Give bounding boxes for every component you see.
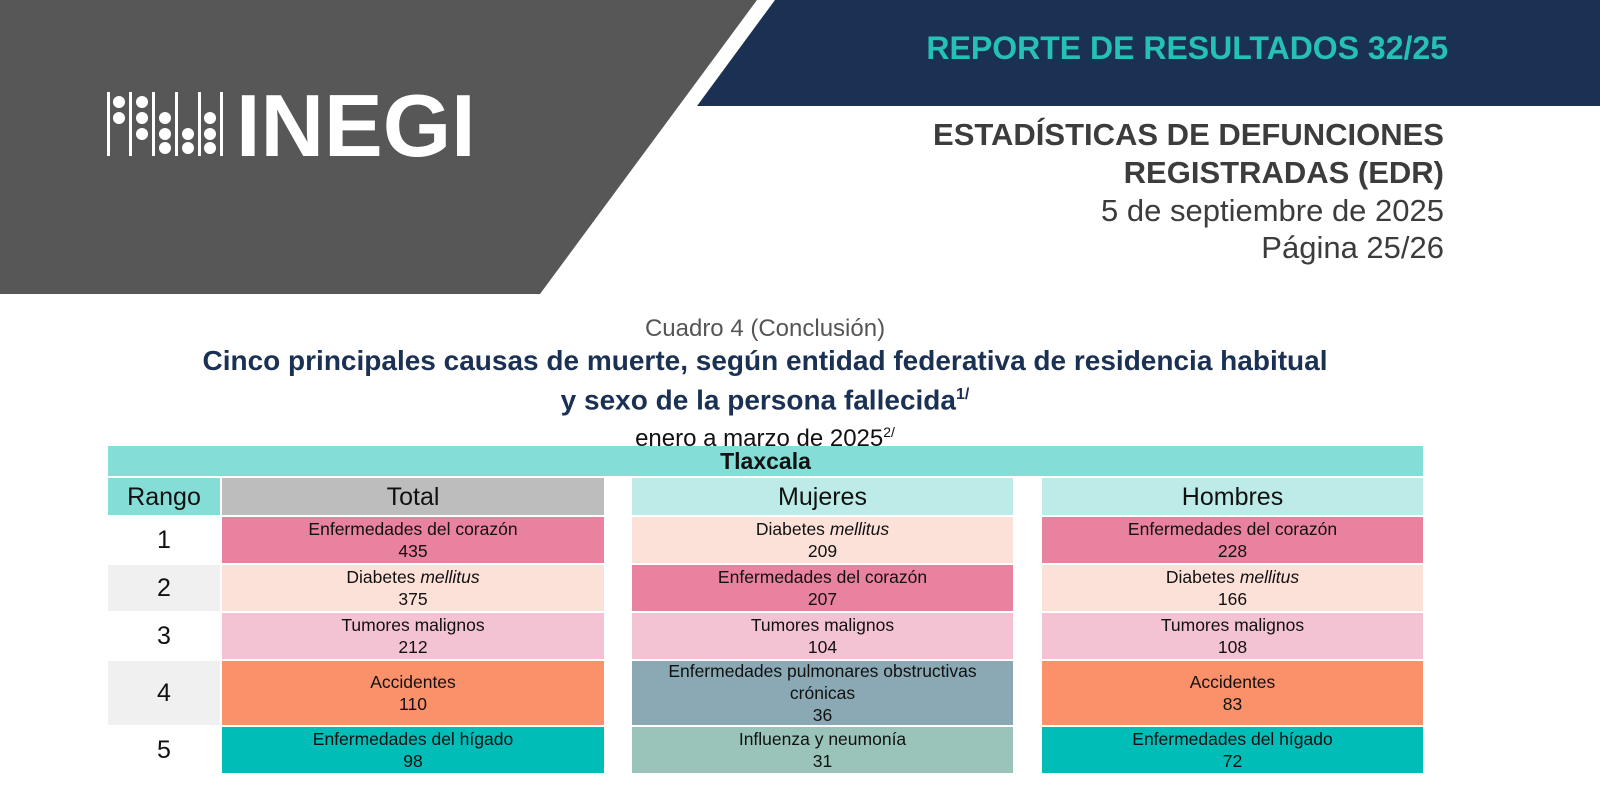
deaths: 108: [1217, 637, 1248, 657]
cause: Diabetes mellitus: [756, 518, 889, 540]
table-title: Cinco principales causas de muerte, segú…: [0, 344, 1530, 417]
header-graphics: INEGI: [0, 0, 1600, 294]
column-header: Hombres: [1042, 478, 1423, 515]
deaths: 104: [807, 637, 838, 657]
cause: Influenza y neumonía: [739, 728, 906, 750]
cause-text: Enfermedades del hígado: [1132, 729, 1333, 749]
cause-cell: Diabetes mellitus 375: [222, 565, 604, 611]
cause-italic: mellitus: [829, 519, 890, 539]
cause: Tumores malignos: [1161, 614, 1304, 636]
cause-cell: Tumores malignos 212: [222, 613, 604, 659]
cause: Enfermedades del corazón: [1128, 518, 1337, 540]
deaths: 228: [1217, 541, 1248, 561]
table-label: Cuadro 4 (Conclusión): [644, 315, 886, 342]
cause-text: Accidentes: [1189, 672, 1276, 692]
cause: Diabetes mellitus: [346, 566, 479, 588]
deaths: 31: [812, 751, 833, 771]
rank: 2: [108, 565, 220, 611]
cause: Diabetes mellitus: [1166, 566, 1299, 588]
cause-text: Enfermedades del corazón: [308, 519, 518, 539]
cause: Tumores malignos: [341, 614, 484, 636]
cause-cell: Tumores malignos 108: [1042, 613, 1423, 659]
deaths: 72: [1222, 751, 1243, 771]
title-line: Cinco principales causas de muerte, segú…: [202, 345, 1328, 376]
rank: 5: [108, 727, 220, 773]
deaths: 207: [807, 589, 838, 609]
cause-text: Accidentes: [370, 672, 456, 692]
doc-page: Página 25/26: [1261, 230, 1444, 265]
doc-title: ESTADÍSTICAS DE DEFUNCIONES REGISTRADAS …: [933, 116, 1444, 192]
title-line: y sexo de la persona fallecida1/: [0, 378, 1530, 417]
footnote-ref: 2/: [883, 424, 895, 441]
title-text: y sexo de la persona fallecida: [560, 384, 956, 416]
cause-cell: Diabetes mellitus 209: [632, 517, 1013, 563]
cause-cell: Accidentes 83: [1042, 661, 1423, 725]
cause: Tumores malignos: [751, 614, 894, 636]
cause-text: Tumores malignos: [341, 615, 485, 635]
deaths: 375: [398, 589, 428, 609]
cause-text: Enfermedades del corazón: [717, 567, 928, 587]
cause-text: Tumores malignos: [1160, 615, 1305, 635]
deaths: 36: [812, 705, 833, 725]
column-header: Total: [222, 478, 604, 515]
cause-text: Enfermedades del hígado: [312, 729, 514, 749]
cause-cell: Enfermedades del hígado 98: [222, 727, 604, 773]
logo-text: INEGI: [236, 76, 476, 175]
cause-cell: Enfermedades pulmonares obstructivas cró…: [632, 661, 1013, 725]
cause-cell: Enfermedades del corazón 228: [1042, 517, 1423, 563]
deaths: 212: [398, 637, 428, 657]
rank: 1: [108, 517, 220, 563]
cause-text: Diabetes: [755, 519, 825, 539]
rank: 3: [108, 613, 220, 659]
navy-band: [697, 0, 1600, 106]
deaths: 110: [399, 694, 427, 714]
cause-text: Enfermedades pulmonares obstructivas cró…: [668, 661, 977, 703]
column-header: Mujeres: [632, 478, 1013, 515]
cause-italic: mellitus: [1239, 567, 1300, 587]
logo-mark: [107, 92, 223, 156]
cause-text: Tumores malignos: [750, 615, 895, 635]
cause-cell: Enfermedades del hígado 72: [1042, 727, 1423, 773]
cause: Enfermedades del hígado: [1132, 728, 1332, 750]
cause-cell: Influenza y neumonía 31: [632, 727, 1013, 773]
cause: Enfermedades pulmonares obstructivas cró…: [654, 660, 991, 704]
cause: Enfermedades del corazón: [308, 518, 517, 540]
gray-band: [0, 0, 757, 294]
cause-text: Diabetes: [1165, 567, 1235, 587]
deaths: 435: [398, 541, 428, 561]
title-line: REGISTRADAS (EDR): [1123, 155, 1444, 190]
cause-cell: Tumores malignos 104: [632, 613, 1013, 659]
cause-cell: Diabetes mellitus 166: [1042, 565, 1423, 611]
deaths: 83: [1222, 694, 1243, 714]
cause: Enfermedades del corazón: [718, 566, 927, 588]
title-line: ESTADÍSTICAS DE DEFUNCIONES: [933, 117, 1444, 152]
cause-cell: Enfermedades del corazón 207: [632, 565, 1013, 611]
doc-date: 5 de septiembre de 2025: [1101, 193, 1444, 228]
cause-text: Diabetes: [346, 567, 416, 587]
cause: Enfermedades del hígado: [313, 728, 513, 750]
cause-cell: Accidentes 110: [222, 661, 604, 725]
column-header: Rango: [108, 478, 220, 515]
deaths: 98: [403, 751, 423, 771]
state-header: Tlaxcala: [108, 446, 1423, 476]
rank: 4: [108, 661, 220, 725]
report-number: REPORTE DE RESULTADOS 32/25: [926, 30, 1448, 66]
cause: Accidentes: [370, 671, 456, 693]
table-caption: Cuadro 4 (Conclusión) Cinco principales …: [0, 314, 1530, 454]
cause-text: Influenza y neumonía: [738, 729, 907, 749]
cause-cell: Enfermedades del corazón 435: [222, 517, 604, 563]
deaths: 166: [1217, 589, 1248, 609]
cause-text: Enfermedades del corazón: [1127, 519, 1338, 539]
footnote-ref: 1/: [955, 386, 970, 403]
deaths: 209: [807, 541, 838, 561]
cause-italic: mellitus: [420, 567, 480, 587]
cause: Accidentes: [1190, 671, 1276, 693]
